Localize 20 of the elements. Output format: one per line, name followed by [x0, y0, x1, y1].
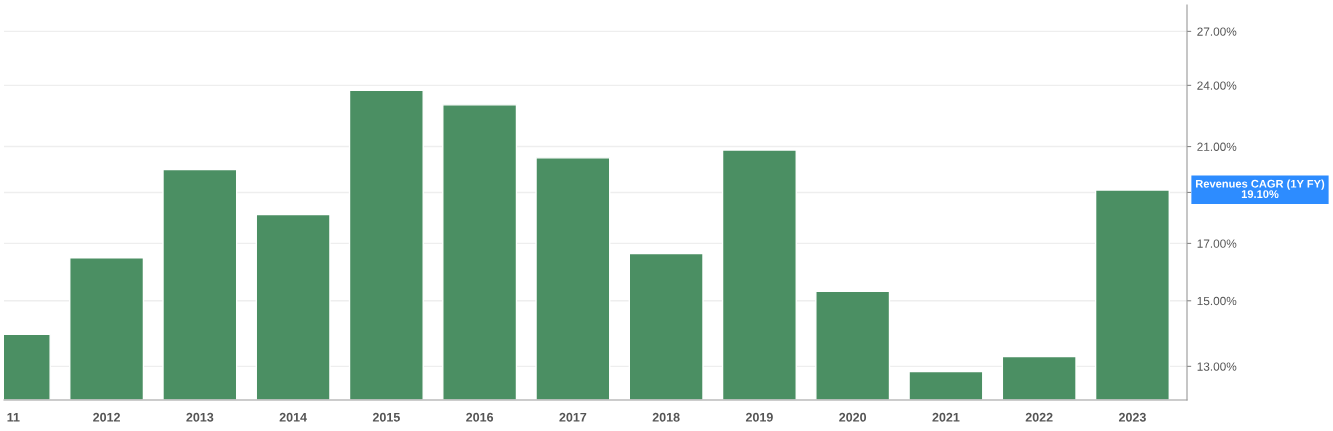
text: Revenues CAGR (1Y FY) 19.10%	[1196, 179, 1325, 199]
x-tick-label: 2012	[93, 412, 120, 422]
x-tick-label: 11	[7, 412, 20, 422]
y-tick-label: 13.00%	[1197, 362, 1237, 371]
y-tick-label: 15.00%	[1197, 296, 1237, 306]
x-tick-label: 2020	[839, 412, 867, 422]
x-tick-label: 2015	[372, 412, 400, 422]
x-tick-label: 2013	[186, 412, 214, 422]
x-tick-label: 2016	[466, 412, 494, 422]
x-tick-label: 2014	[279, 412, 307, 422]
y-tick-label: 21.00%	[1197, 142, 1237, 151]
x-tick-label: 2022	[1025, 412, 1053, 422]
x-tick-label: 2017	[559, 412, 587, 422]
x-tick-label: 2019	[745, 412, 773, 422]
x-tick-label: 2018	[652, 412, 680, 422]
x-tick-label: 2021	[932, 412, 960, 422]
y-tick-label: 24.00%	[1197, 81, 1237, 90]
x-tick-label: 2023	[1118, 412, 1146, 422]
y-tick-label: 27.00%	[1197, 27, 1237, 36]
y-tick-label: 17.00%	[1197, 239, 1237, 248]
